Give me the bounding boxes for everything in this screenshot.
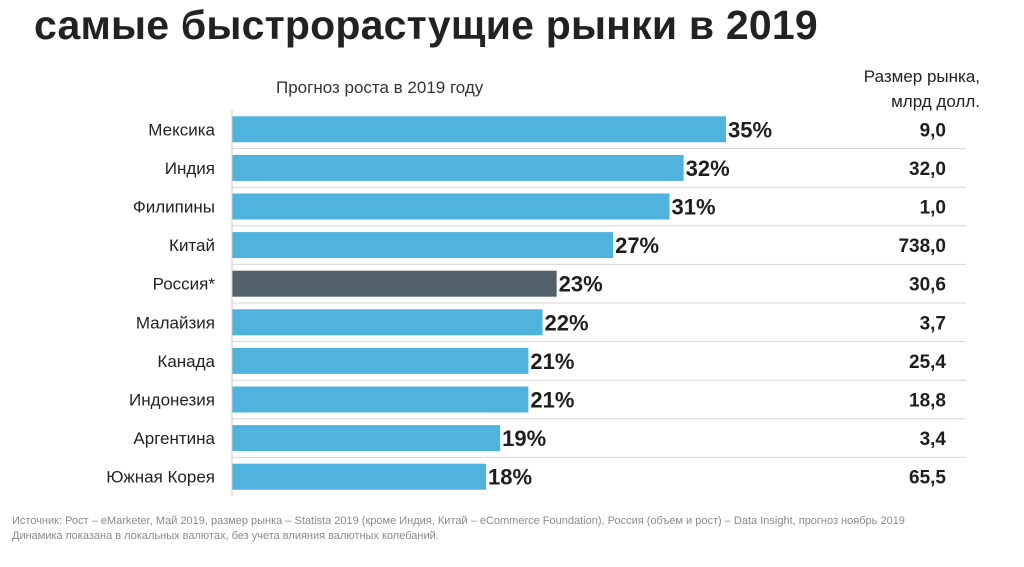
market-size-value: 3,4 [920, 429, 947, 450]
category-label: Индия [165, 159, 215, 178]
footer: Источник: Рост – eMarketer, Май 2019, ра… [12, 514, 972, 544]
value-label: 32% [686, 156, 730, 181]
market-size-value: 25,4 [909, 352, 946, 373]
category-label: Аргентина [133, 429, 215, 448]
market-size-header: Размер рынка, млрд долл. [760, 64, 980, 114]
bar [232, 116, 726, 143]
market-size-header-line-2: млрд долл. [891, 92, 980, 111]
category-label: Китай [169, 236, 215, 255]
category-label: Филипины [133, 198, 215, 217]
market-size-value: 3,7 [920, 313, 946, 334]
market-size-value: 1,0 [920, 198, 946, 219]
bar [232, 232, 614, 259]
footer-source: Источник: Рост – eMarketer, Май 2019, ра… [12, 515, 905, 527]
bar [232, 463, 487, 490]
bar [232, 154, 684, 181]
category-label: Южная Корея [106, 468, 215, 487]
bar [232, 425, 501, 452]
category-label: Индонезия [129, 391, 215, 410]
value-label: 27% [615, 233, 659, 258]
value-label: 23% [559, 272, 603, 297]
bar [232, 386, 529, 413]
bar [232, 193, 670, 220]
value-label: 31% [672, 195, 716, 220]
category-label: Россия* [153, 275, 216, 294]
value-label: 21% [530, 349, 574, 374]
market-size-value: 32,0 [909, 159, 946, 180]
market-size-value: 9,0 [920, 120, 946, 141]
market-size-value: 65,5 [909, 468, 946, 489]
market-size-value: 738,0 [898, 236, 946, 257]
bar [232, 347, 529, 374]
market-size-header-line-1: Размер рынка, [863, 67, 980, 86]
value-label: 18% [488, 465, 532, 490]
chart-title: самые быстрорастущие рынки в 2019 [34, 2, 818, 48]
category-label: Мексика [148, 120, 215, 139]
bar [232, 270, 557, 297]
value-label: 21% [530, 388, 574, 413]
category-label: Малайзия [136, 313, 215, 332]
footer-note: Динамика показана в локальных валютах, б… [12, 530, 439, 542]
bar [232, 309, 543, 336]
value-label: 35% [728, 117, 772, 142]
market-size-value: 30,6 [909, 275, 946, 296]
value-label: 22% [545, 310, 589, 335]
market-size-value: 18,8 [909, 391, 946, 412]
value-label: 19% [502, 426, 546, 451]
chart-subtitle: Прогноз роста в 2019 году [276, 78, 484, 97]
category-label: Канада [157, 352, 215, 371]
